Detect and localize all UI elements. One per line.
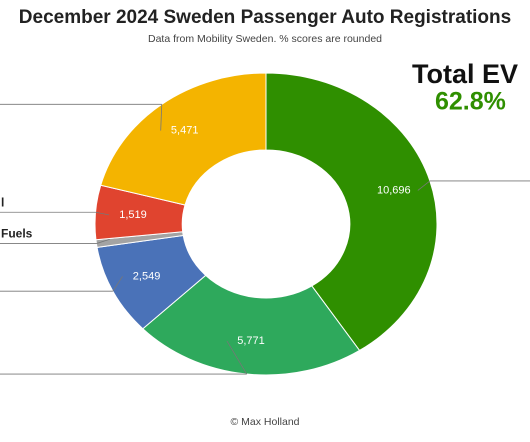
leader-line	[96, 238, 110, 244]
value-label: 10,696	[377, 184, 411, 196]
leader-line	[95, 211, 110, 216]
donut-slice	[142, 274, 361, 376]
total-ev-label: Total EV	[412, 59, 518, 89]
leader-line	[112, 276, 123, 292]
donut-slice	[265, 72, 438, 352]
chart-title: December 2024 Sweden Passenger Auto Regi…	[19, 7, 511, 28]
donut-slice	[100, 72, 267, 206]
leader-line	[226, 340, 248, 375]
leader-line	[160, 104, 163, 131]
slice-label: l	[1, 195, 4, 209]
value-label: 5,471	[171, 125, 199, 137]
footer: © Max Holland	[230, 416, 299, 428]
value-label: 2,549	[133, 270, 161, 282]
leader-line	[417, 180, 431, 191]
value-label: 5,771	[237, 335, 265, 347]
value-label: 1,519	[119, 209, 147, 221]
chart-subtitle: Data from Mobility Sweden. % scores are …	[148, 33, 382, 45]
slice-label: Fuels	[1, 227, 33, 241]
total-ev-value: 62.8%	[435, 88, 506, 116]
